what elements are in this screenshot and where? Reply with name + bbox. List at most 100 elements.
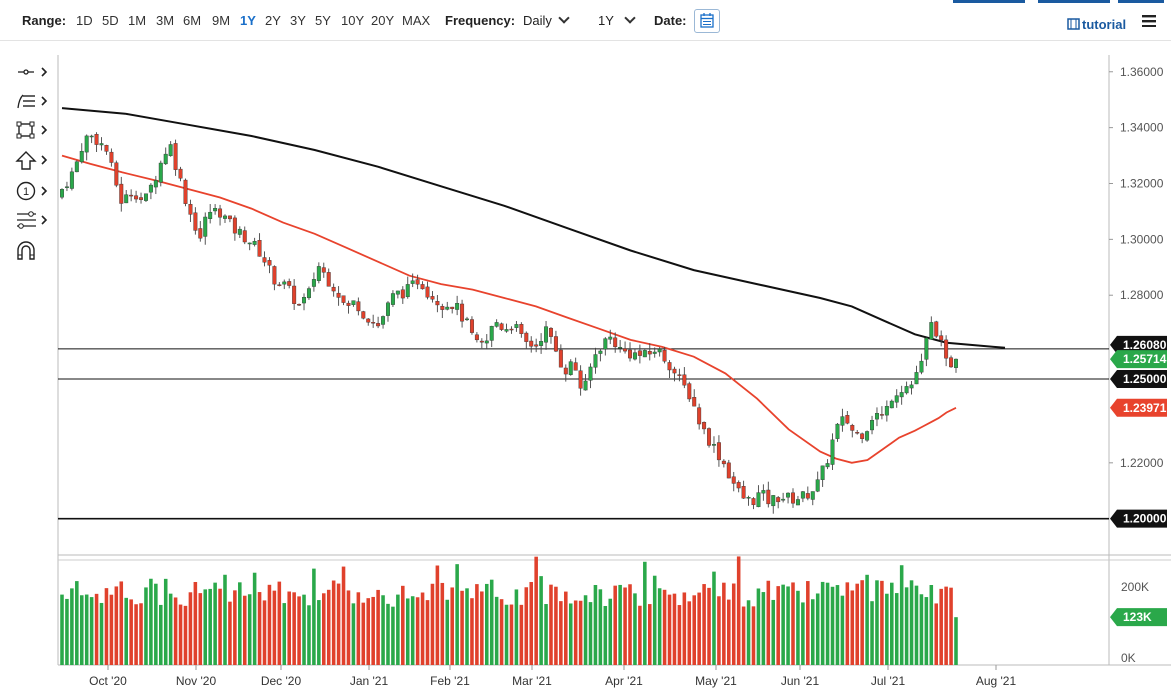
y-tick-label: 1.28000 <box>1120 288 1164 302</box>
period-value: 1Y <box>598 13 614 28</box>
volume-bar <box>741 606 746 665</box>
volume-bar <box>633 593 637 665</box>
volume-bar <box>924 597 929 665</box>
range-5y[interactable]: 5Y <box>315 13 331 28</box>
range-5d[interactable]: 5D <box>102 13 119 28</box>
volume-bar <box>934 603 939 665</box>
candle-body <box>751 498 756 506</box>
volume-bars <box>60 556 958 665</box>
volume-bar <box>391 606 395 665</box>
date-label: Date: <box>654 13 687 28</box>
volume-bar <box>638 605 642 665</box>
range-2y[interactable]: 2Y <box>265 13 281 28</box>
range-20y[interactable]: 20Y <box>371 13 395 28</box>
range-3m[interactable]: 3M <box>156 13 175 28</box>
candle-body <box>904 386 909 394</box>
volume-bar <box>677 605 682 665</box>
magnet-tool[interactable] <box>14 240 52 262</box>
candle-body <box>173 143 178 170</box>
candle-body <box>326 272 331 287</box>
volume-bar <box>376 589 380 665</box>
date-picker-button[interactable] <box>694 9 720 33</box>
volume-bar <box>939 588 943 665</box>
x-tick-label: Dec '20 <box>261 674 302 688</box>
candle-body <box>870 420 875 431</box>
candle-body <box>697 407 702 425</box>
volume-bar <box>514 589 519 665</box>
candle-body <box>331 286 336 292</box>
shapes-tool[interactable] <box>14 120 52 142</box>
candle-body <box>257 240 262 257</box>
candle-body <box>741 486 746 499</box>
volume-bar <box>647 604 652 665</box>
tutorial-link[interactable]: tutorial <box>1067 17 1126 32</box>
candle-body <box>277 284 282 286</box>
hamburger-menu-icon[interactable] <box>1142 15 1156 27</box>
frequency-dropdown[interactable]: Daily <box>523 12 570 28</box>
candle-body <box>800 491 805 499</box>
volume-bar <box>312 568 316 665</box>
volume-tick-label: 200K <box>1121 580 1149 594</box>
range-10y[interactable]: 10Y <box>341 13 365 28</box>
volume-bar <box>494 596 499 665</box>
period-dropdown[interactable]: 1Y <box>598 12 636 28</box>
volume-bar <box>386 603 390 665</box>
candle-body <box>178 168 183 179</box>
candle-body <box>534 344 539 347</box>
fibonacci-tool[interactable] <box>14 210 52 232</box>
counter-tool[interactable]: 1 <box>14 180 52 202</box>
volume-bar <box>213 582 217 665</box>
candle-body <box>855 432 860 434</box>
volume-bar <box>894 593 899 665</box>
volume-bar <box>415 597 420 665</box>
candle-body <box>504 329 509 332</box>
volume-bar <box>163 578 168 665</box>
candle-body <box>386 302 390 316</box>
range-3y[interactable]: 3Y <box>290 13 306 28</box>
candle-body <box>815 479 820 492</box>
last-price-tag: 1.25714 <box>1110 350 1167 369</box>
volume-bar <box>198 593 203 665</box>
crosshair-tool[interactable] <box>14 62 52 84</box>
level-tag-3-shape <box>1110 509 1167 528</box>
range-1d[interactable]: 1D <box>76 13 93 28</box>
candle-body <box>351 300 356 305</box>
candle-body <box>874 413 879 420</box>
volume-bar <box>776 586 780 665</box>
volume-bar <box>568 603 573 665</box>
volume-bar <box>544 604 548 665</box>
y-tick-label: 1.22000 <box>1120 456 1164 470</box>
volume-bar <box>840 595 845 665</box>
volume-bar <box>746 600 751 665</box>
candle-body <box>193 212 198 231</box>
level-tag-3: 1.20000 <box>1110 509 1167 528</box>
volume-bar <box>860 580 864 665</box>
candle-body <box>865 431 870 441</box>
volume-bar <box>643 561 647 665</box>
candle-body <box>776 497 781 503</box>
candle-body <box>637 350 642 356</box>
volume-bar <box>154 583 158 665</box>
candle-body <box>934 321 939 337</box>
candle-body <box>578 370 583 389</box>
candle-body <box>188 204 193 215</box>
top-accent-bar <box>953 0 1025 3</box>
candle-body <box>667 362 672 371</box>
range-1m[interactable]: 1M <box>128 13 147 28</box>
candle-body <box>761 490 766 494</box>
arrow-tool[interactable] <box>14 150 52 172</box>
volume-bar <box>193 581 198 665</box>
candle-body <box>153 180 158 188</box>
range-6m[interactable]: 6M <box>183 13 202 28</box>
candle-body <box>183 179 188 204</box>
range-1y[interactable]: 1Y <box>240 13 256 28</box>
range-9m[interactable]: 9M <box>212 13 231 28</box>
candle-body <box>909 384 914 389</box>
level-tag-2: 1.25000 <box>1110 370 1167 389</box>
candle-body <box>346 302 351 306</box>
trend-lines-tool[interactable] <box>14 91 52 113</box>
range-max[interactable]: MAX <box>402 13 431 28</box>
volume-bar <box>806 581 810 665</box>
